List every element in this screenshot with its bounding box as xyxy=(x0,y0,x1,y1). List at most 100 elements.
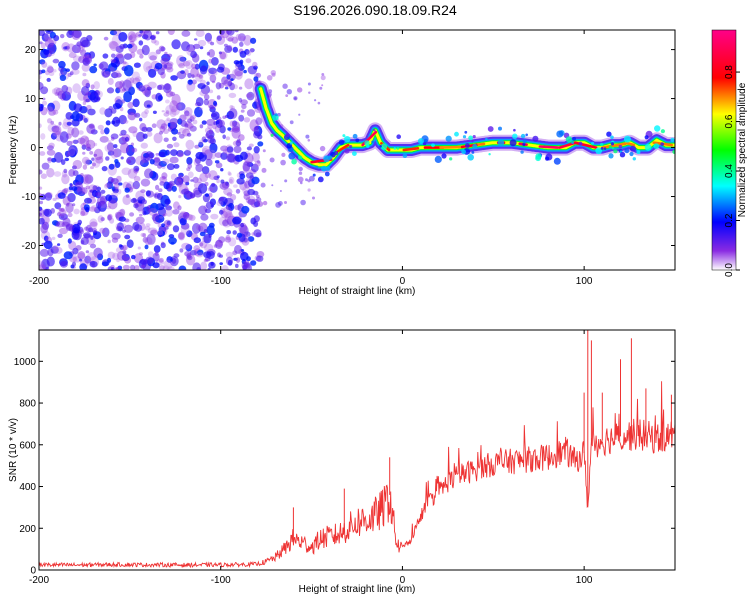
ridge-blob xyxy=(468,135,473,141)
noise-blob xyxy=(150,202,159,213)
noise-blob xyxy=(164,226,169,230)
ridge-blob xyxy=(464,130,468,134)
noise-blob xyxy=(235,263,239,268)
noise-blob xyxy=(44,192,53,201)
noise-blob xyxy=(110,264,115,269)
noise-blob xyxy=(161,110,165,113)
noise-blob xyxy=(70,184,74,188)
noise-blob xyxy=(234,244,242,254)
noise-blob xyxy=(82,101,87,106)
noise-blob xyxy=(165,104,175,115)
noise-blob xyxy=(199,240,208,249)
noise-blob xyxy=(179,114,187,122)
noise-blob xyxy=(79,229,84,235)
noise-blob xyxy=(86,35,93,42)
spectrogram-y-label: Frequency (Hz) xyxy=(8,116,19,185)
noise-blob xyxy=(176,70,187,80)
noise-blob xyxy=(87,108,96,116)
noise-blob xyxy=(186,46,196,56)
noise-blob xyxy=(187,79,193,85)
y-tick-label: 1000 xyxy=(14,357,37,368)
noise-blob xyxy=(111,70,121,79)
noise-blob xyxy=(309,175,315,182)
noise-blob xyxy=(166,256,173,263)
noise-blob xyxy=(226,30,235,36)
noise-blob xyxy=(181,242,191,250)
ridge-peak xyxy=(626,141,636,147)
noise-blob xyxy=(239,173,246,180)
noise-blob xyxy=(307,139,311,142)
noise-blob xyxy=(93,81,100,90)
noise-blob xyxy=(93,63,97,67)
noise-blob xyxy=(208,261,216,269)
ridge-blob xyxy=(291,158,297,165)
noise-blob xyxy=(188,214,193,220)
noise-blob xyxy=(119,106,124,112)
noise-blob xyxy=(39,75,42,80)
noise-blob xyxy=(53,35,60,42)
noise-blob xyxy=(115,246,125,254)
noise-blob xyxy=(186,167,191,172)
noise-blob xyxy=(236,178,245,185)
ridge-blob xyxy=(338,139,345,146)
noise-blob xyxy=(52,128,62,137)
noise-blob xyxy=(124,187,130,193)
noise-blob xyxy=(122,264,130,270)
noise-blob xyxy=(216,179,220,184)
noise-blob xyxy=(156,119,166,129)
noise-blob xyxy=(206,81,210,86)
noise-blob xyxy=(192,53,200,63)
noise-blob xyxy=(138,252,143,256)
noise-blob xyxy=(171,185,177,192)
noise-blob xyxy=(87,252,97,261)
ridge-blob xyxy=(373,128,376,132)
noise-blob xyxy=(199,107,203,111)
ridge-blob xyxy=(317,176,324,183)
noise-blob xyxy=(260,182,266,188)
spectrogram-frame xyxy=(38,29,676,271)
noise-blob xyxy=(109,30,118,36)
noise-blob xyxy=(257,201,264,207)
noise-blob xyxy=(134,76,142,82)
noise-blob xyxy=(140,264,146,269)
noise-blob xyxy=(162,158,170,165)
noise-blob xyxy=(195,163,204,173)
noise-blob xyxy=(96,186,102,192)
noise-blob xyxy=(57,207,62,211)
noise-blob xyxy=(220,152,228,160)
noise-blob xyxy=(48,39,57,46)
noise-blob xyxy=(56,212,62,217)
noise-blob xyxy=(208,49,216,58)
noise-blob xyxy=(216,35,222,42)
noise-blob xyxy=(127,168,138,179)
noise-blob xyxy=(141,209,145,214)
noise-blob xyxy=(216,95,221,100)
noise-blob xyxy=(146,131,153,137)
noise-blob xyxy=(131,156,135,161)
noise-blob xyxy=(62,196,71,206)
noise-blob xyxy=(247,236,255,242)
noise-blob xyxy=(214,125,221,133)
noise-blob xyxy=(321,73,325,76)
noise-blob xyxy=(249,47,254,54)
noise-blob xyxy=(100,217,105,222)
noise-blob xyxy=(193,245,201,252)
ridge-blob xyxy=(417,138,424,145)
noise-blob xyxy=(177,131,181,135)
noise-blob xyxy=(253,76,259,82)
noise-blob xyxy=(158,151,166,158)
noise-blob xyxy=(77,222,81,226)
noise-blob xyxy=(232,46,238,53)
noise-blob xyxy=(89,261,98,268)
noise-blob xyxy=(39,264,47,270)
noise-blob xyxy=(43,235,49,242)
noise-blob xyxy=(117,47,121,51)
noise-blob xyxy=(178,63,186,69)
noise-blob xyxy=(138,85,146,92)
noise-blob xyxy=(208,129,214,135)
noise-blob xyxy=(234,70,243,80)
noise-blob xyxy=(47,157,53,162)
noise-blob xyxy=(54,152,64,163)
noise-blob xyxy=(39,212,43,216)
noise-blob xyxy=(231,127,241,139)
